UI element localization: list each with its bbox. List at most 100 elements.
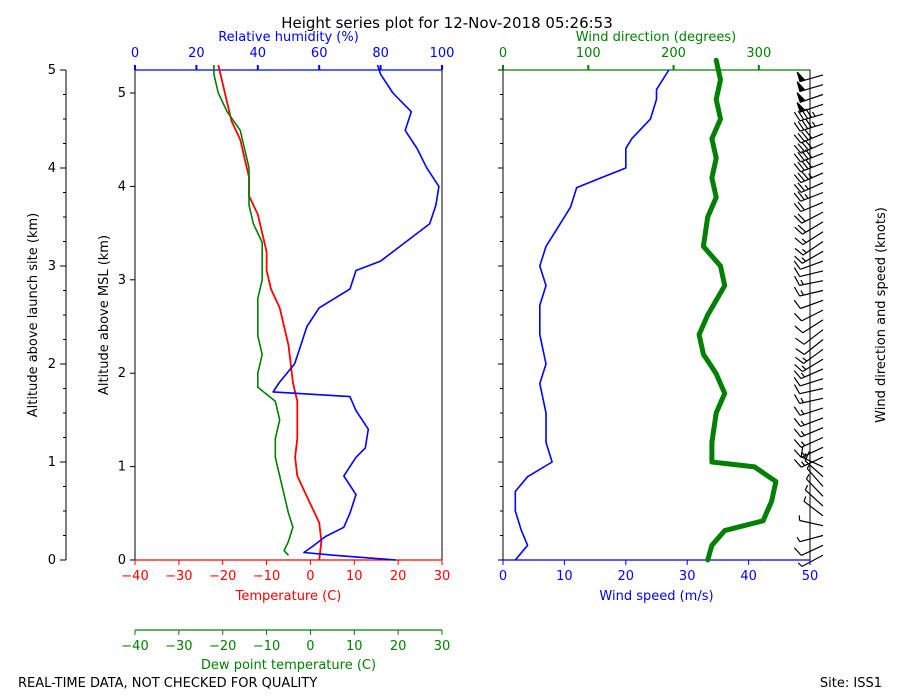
chart-title: Height series plot for 12-Nov-2018 05:26… [281, 14, 613, 32]
wind-barb [794, 231, 824, 246]
wind-barb [794, 250, 824, 264]
wind-barb [793, 108, 824, 122]
wind-barb [793, 456, 824, 468]
wind-barb [796, 81, 824, 93]
wind-barb [793, 446, 824, 458]
msl-altitude-tick-label: 4 [118, 179, 126, 194]
dewpoint-tick-label: 20 [390, 639, 407, 654]
launch-altitude-axis-label: Altitude above launch site (km) [26, 213, 41, 417]
launch-altitude-tick-label: 2 [48, 357, 56, 372]
wind-barb [793, 171, 824, 184]
wind-speed-tick-label: 0 [499, 569, 507, 584]
msl-altitude-tick-label: 2 [118, 366, 126, 381]
dewpoint-tick-label: −20 [209, 639, 236, 654]
wind-panel-frame [502, 69, 811, 561]
wind-barb [793, 129, 824, 144]
launch-altitude-tick-label: 5 [48, 63, 56, 78]
temperature-tick-label: −40 [121, 569, 148, 584]
humidity-tick-label: 20 [188, 46, 205, 61]
temperature-tick-label: −20 [209, 569, 236, 584]
wind-barb [793, 309, 824, 322]
temperature-tick-label: −30 [165, 569, 192, 584]
humidity-axis-label: Relative humidity (%) [218, 30, 359, 45]
wind-barb [793, 427, 824, 438]
wind-direction-tick-label: 0 [499, 46, 507, 61]
wind-barb [793, 384, 824, 395]
launch-altitude-tick-label: 0 [48, 553, 56, 568]
temperature-tick-label: −10 [253, 569, 280, 584]
wind-barb [793, 436, 824, 448]
wind-barb [793, 376, 824, 387]
wind-barb [793, 406, 824, 416]
temperature-line [217, 64, 323, 561]
wind-barb [795, 339, 824, 355]
wind-barb [794, 221, 824, 235]
wind-barb [793, 544, 824, 556]
wind-barb [796, 71, 824, 83]
temperature-tick-label: 10 [346, 569, 363, 584]
launch-altitude-tick-label: 1 [48, 455, 56, 470]
launch-altitude-tick-label: 3 [48, 259, 56, 274]
dewpoint-tick-label: −40 [121, 639, 148, 654]
wind-direction-tick-label: 300 [746, 46, 771, 61]
humidity-tick-label: 0 [131, 46, 139, 61]
temperature-tick-label: 20 [390, 569, 407, 584]
footer-right: Site: ISS1 [820, 676, 882, 691]
footer-left: REAL-TIME DATA, NOT CHECKED FOR QUALITY [18, 676, 317, 691]
temperature-tick-label: 0 [306, 569, 314, 584]
dewpoint-axis-label: Dew point temperature (C) [201, 658, 376, 673]
wind-barb [804, 484, 824, 507]
wind-barb [794, 241, 824, 256]
wind-speed-tick-label: 30 [679, 569, 696, 584]
humidity-tick-label: 60 [311, 46, 328, 61]
wind-barb [793, 211, 824, 224]
wind-barb [793, 267, 824, 278]
humidity-tick-label: 100 [430, 46, 455, 61]
wind-speed-line [514, 69, 670, 561]
msl-altitude-axis-label: Altitude above MSL (km) [97, 235, 112, 395]
wind-barb [793, 191, 824, 202]
wind-barb [805, 474, 824, 497]
wind-speed-tick-label: 50 [802, 569, 819, 584]
wind-barb [793, 201, 824, 213]
wind-barb [797, 554, 824, 568]
wind-barb [794, 275, 824, 286]
dewpoint-tick-label: 30 [434, 639, 451, 654]
wind-barb [796, 534, 824, 543]
wind-speed-tick-label: 20 [618, 569, 635, 584]
wind-speed-tick-label: 40 [740, 569, 757, 584]
launch-altitude-tick-label: 4 [48, 161, 56, 176]
wind-barb [796, 102, 824, 113]
wind-barb [795, 329, 824, 345]
wind-barb [793, 299, 824, 310]
wind-barb [794, 358, 824, 373]
temperature-tick-label: 30 [434, 569, 451, 584]
msl-altitude-tick-label: 1 [118, 460, 126, 475]
wind-barb [793, 394, 824, 405]
thermo-panel-frame [134, 69, 443, 561]
wind-barb [793, 286, 824, 297]
dewpoint-tick-label: −30 [165, 639, 192, 654]
temperature-axis-label: Temperature (C) [235, 589, 342, 604]
wind-barb [793, 118, 824, 132]
msl-altitude-tick-label: 5 [118, 86, 126, 101]
dewpoint-tick-label: 10 [346, 639, 363, 654]
wind-barb [798, 515, 824, 527]
wind-barb [793, 149, 824, 163]
wind-barbs-label: Wind direction and speed (knots) [874, 207, 889, 423]
humidity-tick-label: 80 [372, 46, 389, 61]
wind-speed-axis-label: Wind speed (m/s) [599, 589, 713, 604]
wind-barb [794, 319, 824, 334]
wind-barb [803, 496, 824, 517]
wind-barb [793, 260, 824, 270]
wind-direction-line [696, 57, 779, 563]
wind-barb [793, 182, 824, 193]
dewpoint-tick-label: 0 [306, 639, 314, 654]
wind-barb [793, 158, 824, 173]
humidity-tick-label: 40 [250, 46, 267, 61]
wind-direction-axis-label: Wind direction (degrees) [576, 30, 736, 45]
msl-altitude-tick-label: 3 [118, 273, 126, 288]
dewpoint-tick-label: −10 [253, 639, 280, 654]
wind-barb [794, 348, 824, 364]
